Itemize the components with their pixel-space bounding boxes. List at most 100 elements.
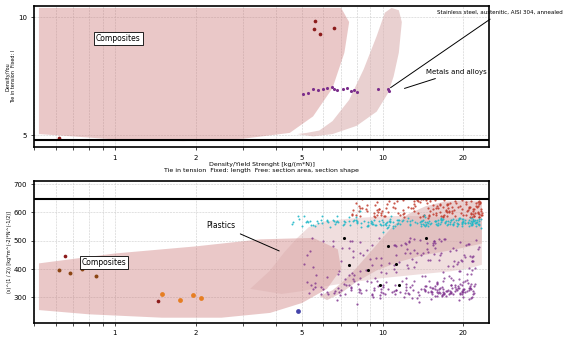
- Point: [436, 213, 445, 218]
- Point: [429, 251, 438, 256]
- Point: [303, 90, 312, 95]
- Point: [467, 221, 477, 226]
- Point: [341, 220, 350, 225]
- Point: [467, 281, 476, 287]
- Point: [477, 210, 486, 216]
- Polygon shape: [39, 8, 349, 141]
- Point: [445, 210, 454, 215]
- Point: [389, 262, 398, 267]
- Point: [453, 261, 462, 267]
- Point: [453, 286, 462, 291]
- Point: [397, 242, 406, 248]
- Point: [433, 280, 442, 285]
- Point: [472, 204, 481, 209]
- Point: [376, 255, 385, 261]
- Point: [445, 273, 454, 278]
- Point: [467, 222, 476, 228]
- Point: [435, 222, 444, 227]
- Point: [342, 85, 351, 90]
- Text: Composites: Composites: [82, 258, 127, 267]
- Point: [389, 289, 398, 294]
- Point: [318, 220, 327, 225]
- Point: [406, 222, 415, 227]
- Point: [455, 268, 464, 274]
- Text: Plastics: Plastics: [206, 221, 279, 251]
- Point: [344, 214, 353, 220]
- Point: [389, 266, 398, 272]
- Point: [440, 290, 449, 295]
- Point: [467, 220, 477, 225]
- Point: [440, 221, 449, 226]
- Point: [444, 218, 453, 223]
- Point: [468, 267, 477, 273]
- Point: [428, 202, 437, 208]
- Point: [424, 220, 433, 226]
- Point: [348, 208, 357, 213]
- Point: [390, 200, 399, 205]
- Point: [431, 218, 440, 223]
- Point: [432, 203, 441, 209]
- Point: [394, 217, 403, 223]
- Point: [402, 288, 411, 293]
- Point: [450, 288, 459, 293]
- Point: [474, 209, 483, 215]
- Point: [396, 212, 405, 218]
- Point: [401, 275, 410, 280]
- Point: [473, 219, 482, 224]
- Point: [335, 268, 344, 274]
- Point: [468, 288, 477, 293]
- Point: [418, 221, 428, 226]
- Point: [390, 224, 400, 229]
- Y-axis label: (s)^(1 / 2)) [kg*m^(-2)*N^(-1/2)]: (s)^(1 / 2)) [kg*m^(-2)*N^(-1/2)]: [7, 211, 12, 293]
- Point: [341, 282, 351, 287]
- Point: [467, 258, 477, 263]
- Point: [434, 258, 443, 263]
- Point: [345, 238, 355, 244]
- Point: [458, 216, 467, 222]
- Point: [469, 219, 478, 224]
- Point: [300, 214, 309, 219]
- Point: [360, 219, 369, 224]
- Point: [441, 207, 450, 213]
- Point: [409, 201, 418, 207]
- Polygon shape: [298, 8, 402, 136]
- Point: [453, 283, 462, 288]
- Point: [462, 201, 471, 207]
- Point: [469, 216, 478, 222]
- Point: [429, 239, 438, 244]
- Point: [404, 215, 413, 221]
- Point: [463, 221, 473, 226]
- Point: [311, 223, 320, 228]
- Point: [442, 209, 451, 214]
- Point: [380, 213, 389, 219]
- Point: [453, 287, 462, 293]
- Point: [439, 213, 448, 219]
- Point: [437, 216, 446, 221]
- Point: [403, 290, 412, 296]
- Point: [381, 205, 390, 210]
- Point: [439, 212, 449, 218]
- Point: [379, 213, 388, 219]
- Point: [455, 281, 465, 287]
- Point: [410, 198, 419, 204]
- Point: [306, 218, 315, 223]
- Point: [339, 219, 348, 224]
- Point: [421, 288, 430, 293]
- Point: [363, 267, 372, 272]
- Point: [410, 278, 419, 283]
- Point: [435, 252, 445, 258]
- Polygon shape: [319, 200, 482, 300]
- Point: [443, 264, 453, 269]
- Point: [308, 287, 317, 292]
- Point: [447, 285, 457, 291]
- Point: [384, 222, 393, 228]
- Point: [348, 276, 357, 282]
- Point: [157, 291, 166, 297]
- Point: [334, 289, 343, 294]
- Point: [299, 91, 308, 97]
- Point: [348, 254, 357, 260]
- Point: [329, 25, 339, 31]
- Point: [388, 225, 397, 231]
- Point: [356, 290, 365, 296]
- Point: [465, 253, 474, 259]
